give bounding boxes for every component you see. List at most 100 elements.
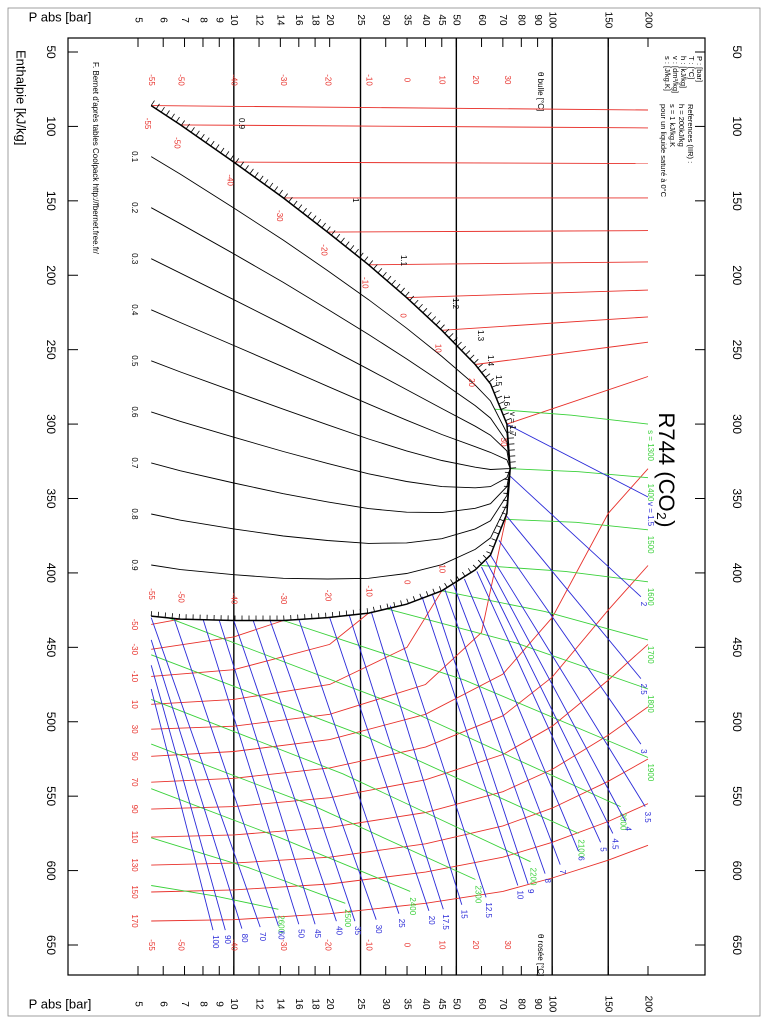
hatch (409, 295, 415, 301)
reference-note: s = 1 kJ/kg.K (668, 104, 677, 147)
hatch (391, 279, 396, 285)
y-tick-label: 150 (44, 191, 58, 211)
x-tick-label: 200 (642, 12, 653, 29)
isentrope (385, 608, 649, 690)
dew-temperature: 0 (403, 943, 412, 948)
vapor-temperature: -30 (279, 593, 288, 605)
hatch (485, 373, 491, 378)
isochore-label: 7 (558, 870, 567, 875)
x-tick-label: 35 (401, 998, 412, 1010)
liquid-isotherm (506, 376, 649, 425)
hatch (406, 598, 409, 604)
hatch (481, 368, 487, 373)
hatch (425, 591, 429, 597)
isotherm (151, 758, 649, 866)
isentrope-label: 2000 (618, 813, 627, 831)
liquid-temperature: -40 (226, 174, 235, 186)
isochore-label: 12.5 (484, 902, 493, 918)
dew-temperature: -30 (279, 939, 288, 951)
y-tick-label: 650 (730, 935, 744, 955)
hatch (412, 596, 416, 602)
hatch (444, 328, 450, 334)
liquid-isotherm (441, 316, 649, 331)
bubble-temperature: 0 (403, 78, 412, 83)
unit-note: v : [dm³/kg] (671, 56, 680, 93)
vapor-temperature: 0 (403, 580, 412, 585)
isentrope (494, 408, 649, 425)
hatch (467, 568, 472, 573)
vapor-temperature: 10 (438, 564, 447, 573)
isochore-label: 17.5 (441, 914, 450, 930)
x-tick-label: 14 (275, 14, 286, 26)
page-border (7, 7, 761, 1017)
isochore-label: 40 (334, 926, 343, 935)
hatch (312, 215, 317, 221)
x-tick-label: 5 (132, 17, 143, 23)
hatch (331, 611, 334, 618)
x-axis-title: P abs [bar] (29, 9, 92, 24)
quality-label: 0.1 (130, 151, 139, 163)
hatch (404, 291, 410, 297)
x-tick-label: 25 (355, 14, 366, 26)
hatch (494, 531, 499, 535)
liquid-isotherm (475, 341, 649, 365)
isochore (453, 584, 561, 865)
plot-frame (67, 37, 706, 976)
isochore-label: 6 (576, 856, 585, 861)
hatch (239, 161, 245, 167)
isotherm (151, 565, 649, 783)
liquid-isotherm (406, 289, 649, 299)
hatch (264, 179, 269, 185)
hatch (269, 182, 274, 189)
x-axis-title: P abs [bar] (29, 996, 92, 1011)
hatch (200, 134, 205, 140)
isotherm (151, 468, 649, 757)
liquid-temperature: -30 (275, 210, 284, 222)
hatch (249, 168, 254, 174)
hatch (393, 601, 396, 608)
y-tick-label: 300 (730, 414, 744, 434)
hatch (170, 113, 175, 120)
hatch (178, 613, 180, 619)
quality-line (151, 360, 511, 470)
isotherm-label: -10 (130, 671, 139, 683)
isentrope (283, 620, 649, 758)
isochore (498, 539, 642, 745)
liquid-volume-label: 1.5 (494, 375, 503, 387)
hatch (456, 341, 462, 347)
quality-label: 0.8 (130, 508, 139, 520)
hatch (366, 608, 369, 614)
isochore-label: 80 (240, 934, 249, 943)
hatch (354, 248, 359, 255)
x-tick-label: 18 (309, 14, 320, 26)
hatch (444, 582, 448, 588)
reference-note: h = 200kJ/kg (677, 104, 686, 147)
liquid-temperature: 20 (467, 378, 476, 387)
bubble-label: θ bulle [°C] (536, 72, 545, 111)
hatch (175, 116, 180, 123)
reference-note: References (IIR) : (686, 104, 695, 163)
x-tick-label: 40 (420, 14, 431, 26)
hatch (422, 308, 428, 313)
isochore (150, 639, 243, 929)
y-tick-label: 300 (44, 414, 58, 434)
isotherm (151, 590, 443, 705)
quality-label: 0.6 (130, 406, 139, 418)
hatch (439, 586, 442, 592)
hatch (488, 544, 494, 548)
hatch (499, 518, 505, 522)
isentrope-label: 2600 (276, 915, 285, 933)
quality-line (151, 411, 511, 489)
quality-line (151, 468, 511, 544)
isentrope-label: 2100 (576, 839, 585, 857)
x-tick-label: 80 (516, 998, 527, 1010)
hatch (462, 571, 466, 577)
bubble-temperature: -55 (147, 74, 156, 86)
isotherm-label: 170 (130, 914, 139, 928)
hatch (400, 600, 403, 606)
hatch (386, 275, 392, 282)
hatch (395, 283, 401, 289)
bubble-temperature: -10 (364, 74, 373, 86)
x-tick-label: 5 (132, 1001, 143, 1007)
x-tick-label: 8 (197, 1001, 208, 1007)
